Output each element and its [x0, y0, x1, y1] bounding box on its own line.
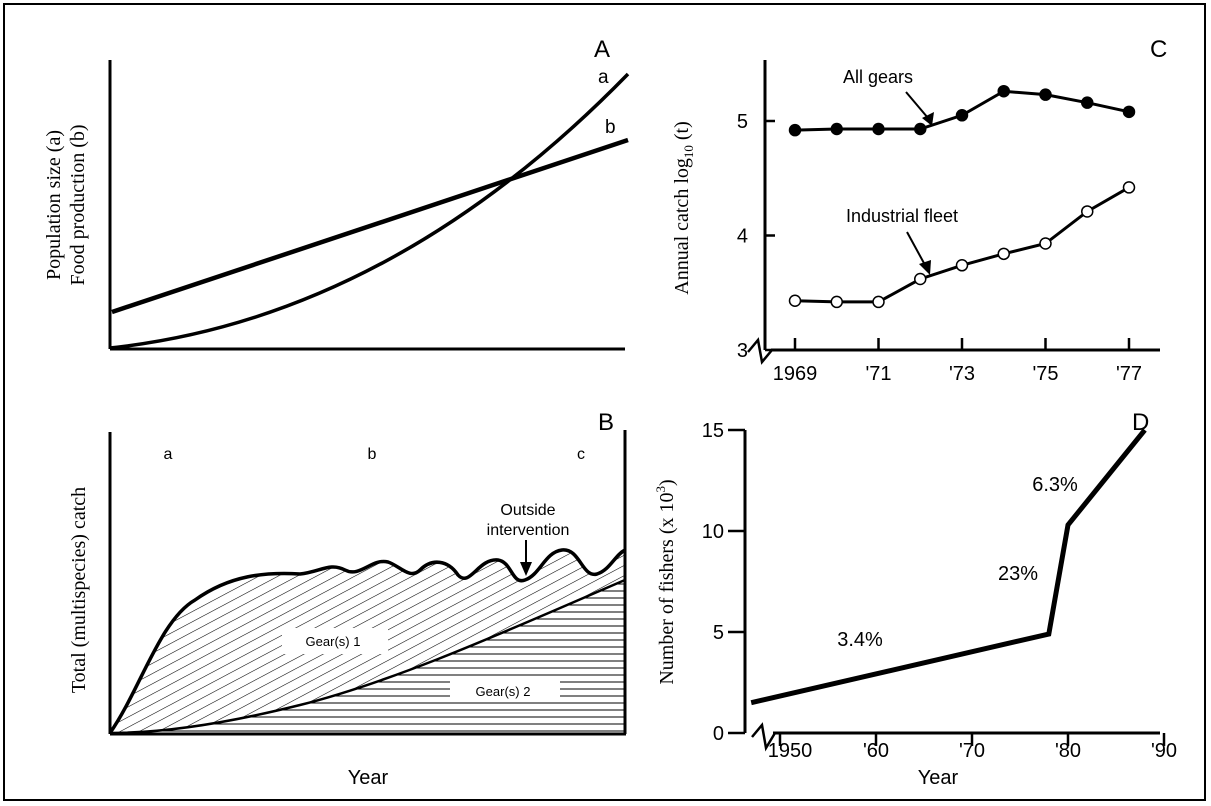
industrial-fleet-point [1081, 205, 1094, 218]
phase-c-label: c [577, 446, 585, 463]
panel-c-ylabel-tail: (t) [671, 121, 693, 145]
panel-c-xtick-label: '75 [1032, 363, 1058, 385]
growth-label-3: 6.3% [1032, 474, 1078, 496]
growth-label-2: 23% [998, 563, 1038, 585]
all-gears-point [788, 123, 802, 137]
panel-c-ytick-label: 4 [737, 226, 748, 248]
phase-a-label: a [164, 446, 173, 463]
panel-b-ylabel: Total (multispecies) catch [68, 487, 90, 693]
industrial-fleet-arrow-line [906, 231, 926, 266]
panel-c-ylabel-main: Annual catch log [671, 158, 693, 295]
series-a-label: a [598, 67, 609, 88]
panel-b: B Gear(s) 1 Gear(s) 2 a b c Outside inte… [68, 409, 627, 789]
panel-c-ytick-label: 3 [737, 340, 748, 362]
panel-d-xtick-label: '60 [863, 740, 889, 762]
industrial-fleet-point [872, 295, 885, 309]
phase-b-label: b [368, 446, 377, 463]
series-b-label: b [605, 117, 616, 138]
panel-d-letter: D [1132, 409, 1149, 436]
all-gears-point [997, 84, 1010, 98]
panel-d: D 0 5 10 15 1950 '60 '70 '80 '90 Number of fish… [653, 409, 1177, 789]
fishers-line [750, 428, 1147, 706]
panel-c-ylabel-sub: 10 [681, 145, 696, 158]
panel-c-xtick-label: 1969 [773, 363, 818, 385]
panel-d-ylabel: Number of fishers (x 103) [653, 479, 678, 684]
panel-a-letter: A [594, 36, 610, 63]
all-gears-arrow-line [905, 91, 929, 119]
panel-a: A Population size (a) Food production (b… [43, 36, 630, 351]
panel-c-xtick-label: '73 [949, 363, 975, 385]
series-a-line [109, 72, 630, 350]
industrial-fleet-point [997, 247, 1010, 261]
panel-c-ytick-label: 5 [737, 111, 748, 133]
all-gears-point [1039, 88, 1052, 101]
panel-c-xtick-label: '71 [865, 363, 891, 385]
panel-b-xlabel: Year [348, 767, 389, 789]
gear-1-label: Gear(s) 1 [306, 634, 361, 649]
all-gears-label: All gears [843, 67, 913, 87]
panel-d-xtick-label: '90 [1151, 740, 1177, 762]
panel-d-ytick-label: 10 [702, 521, 724, 543]
panel-c: C 3 4 5 1969 '71 '73 '75 '77 Annual catch log1… [671, 36, 1167, 385]
panel-d-ylabel-sup: 3 [653, 486, 668, 493]
panel-c-letter: C [1150, 36, 1167, 63]
panel-d-ytick-label: 15 [702, 420, 724, 442]
panel-c-ylabel: Annual catch log10 (t) [671, 121, 696, 295]
panel-a-ylabel-line2: Food production (b) [67, 124, 89, 285]
industrial-fleet-point [788, 294, 802, 308]
industrial-fleet-line [794, 186, 1130, 304]
all-gears-point [914, 122, 927, 136]
panel-d-xtick-label: '80 [1055, 740, 1081, 762]
industrial-fleet-point [955, 259, 969, 272]
intervention-label-line1: Outside [500, 502, 555, 519]
panel-d-xtick-label: 1950 [768, 740, 813, 762]
intervention-arrow-head [520, 562, 532, 576]
panel-d-ytick-label: 0 [713, 723, 724, 745]
industrial-fleet-point [914, 272, 927, 286]
industrial-fleet-arrow-head [919, 260, 931, 275]
figure-frame [3, 3, 1206, 801]
intervention-label-line2: intervention [487, 522, 570, 539]
panel-d-ylabel-main: Number of fishers (x 10 [656, 492, 678, 684]
panel-d-ytick-label: 5 [713, 622, 724, 644]
panel-c-axis-break [747, 337, 773, 365]
series-b-line [111, 137, 629, 315]
panel-a-ylabel-line1: Population size (a) [43, 130, 65, 280]
gear-2-label-bg [450, 679, 560, 701]
panel-c-xtick-label: '77 [1116, 363, 1142, 385]
total-catch-line [108, 548, 626, 735]
all-gears-point [1122, 105, 1136, 119]
panel-d-ylabel-tail: ) [656, 479, 678, 486]
industrial-fleet-point [1039, 237, 1052, 250]
panel-d-xlabel: Year [918, 767, 959, 789]
all-gears-point [830, 122, 843, 136]
gear-2-label: Gear(s) 2 [476, 684, 531, 699]
all-gears-point [955, 109, 969, 122]
growth-label-1: 3.4% [837, 629, 883, 651]
industrial-fleet-point [1122, 181, 1136, 194]
all-gears-point [1081, 96, 1094, 109]
panel-d-axis-break [751, 722, 777, 752]
gear-boundary-line [109, 578, 626, 735]
panel-b-letter: B [598, 409, 614, 436]
all-gears-arrow-head [922, 112, 934, 126]
all-gears-point [872, 122, 885, 136]
industrial-fleet-point [830, 295, 843, 309]
gear-1-label-bg [282, 628, 388, 654]
panel-d-xtick-label: '70 [959, 740, 985, 762]
industrial-fleet-label: Industrial fleet [846, 206, 958, 226]
